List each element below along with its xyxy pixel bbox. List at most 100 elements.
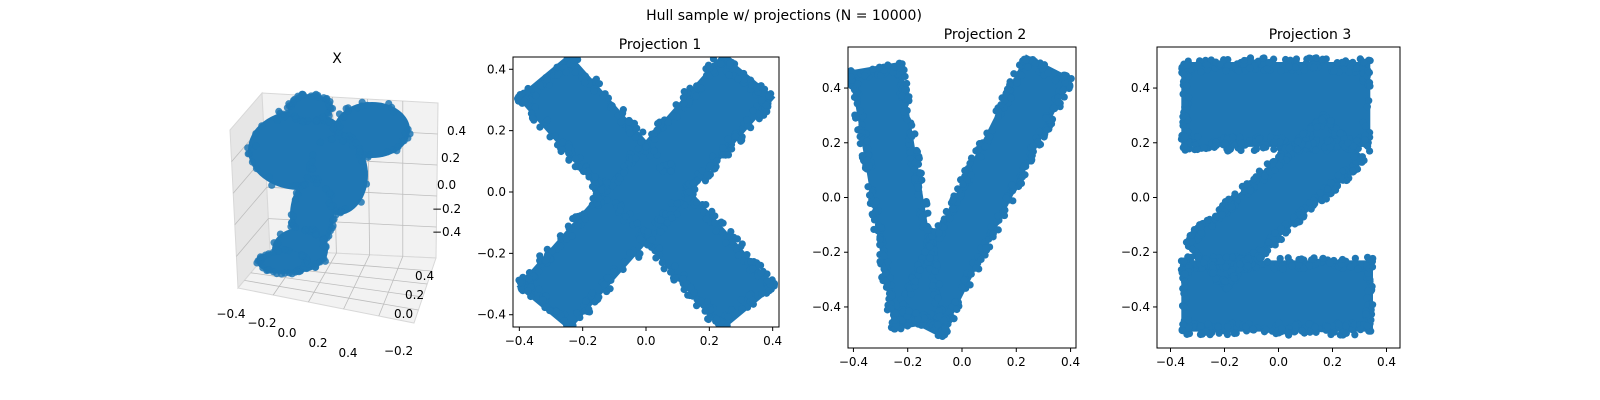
scatter-point — [1002, 194, 1010, 202]
scatter-point — [869, 65, 877, 73]
scatter-point — [1222, 263, 1230, 271]
panel-projection-3-title: Projection 3 — [1269, 27, 1352, 43]
scatter-point — [646, 152, 654, 160]
scatter-point — [256, 253, 265, 261]
scatter-point — [1277, 224, 1285, 233]
scatter-point — [551, 132, 560, 140]
scatter-point — [708, 152, 717, 160]
scatter-point — [891, 309, 900, 317]
scatter-point — [921, 248, 929, 256]
scatter-point — [860, 72, 869, 80]
scatter-point — [1221, 139, 1229, 147]
scatter-point — [1000, 211, 1009, 220]
scatter-point — [706, 64, 714, 72]
scatter-point — [636, 250, 644, 258]
scatter-point — [1282, 229, 1290, 237]
scatter-point — [573, 309, 581, 317]
scatter-point — [1305, 199, 1314, 207]
scatter-point — [273, 116, 282, 125]
scatter-point — [713, 315, 721, 323]
scatter-point — [763, 108, 771, 116]
scatter-point — [853, 100, 861, 108]
scatter-point — [679, 275, 687, 283]
scatter-point — [1234, 67, 1242, 75]
scatter-point — [360, 168, 368, 176]
scatter-point — [1179, 303, 1188, 311]
scatter-point — [1361, 122, 1370, 130]
y-tick-label: −0.4 — [812, 300, 841, 314]
scatter-point — [1263, 65, 1271, 73]
scatter-point — [949, 196, 957, 204]
scatter-point — [571, 68, 579, 76]
scatter-point — [252, 142, 260, 150]
scatter-point — [657, 228, 665, 236]
scatter-point — [579, 167, 588, 176]
scatter-point — [619, 265, 627, 274]
scatter-point — [706, 162, 714, 170]
scatter-point — [336, 122, 344, 131]
scatter-point — [667, 160, 675, 168]
scatter-point — [298, 252, 307, 260]
scatter-point — [571, 163, 579, 171]
scatter-point — [603, 178, 611, 187]
figure-suptitle: Hull sample w/ projections (N = 10000) — [646, 8, 922, 24]
scatter-point — [1365, 68, 1374, 77]
scatter-point — [1350, 153, 1358, 161]
scatter-point — [620, 169, 628, 177]
scatter-point — [697, 84, 706, 92]
scatter-point — [597, 186, 605, 194]
scatter-point — [865, 162, 873, 170]
scatter-point — [313, 179, 321, 187]
scatter-point — [1323, 137, 1332, 145]
scatter-point — [926, 254, 934, 262]
scatter-point — [1340, 65, 1348, 73]
scatter-point — [667, 199, 676, 207]
scatter-point — [901, 290, 909, 298]
scatter-point — [1262, 326, 1270, 334]
scatter-point — [610, 267, 618, 276]
scatter-point — [1225, 146, 1233, 155]
scatter-point — [1208, 222, 1216, 231]
scatter-point — [265, 266, 273, 274]
scatter-point — [608, 182, 617, 190]
scatter-point — [1318, 115, 1326, 124]
scatter-point — [890, 63, 898, 71]
scatter-point — [312, 227, 320, 235]
scatter-point — [358, 157, 366, 166]
scatter-point — [1285, 63, 1293, 71]
scatter-point — [328, 135, 336, 143]
scatter-point — [727, 305, 736, 314]
scatter-point — [1259, 144, 1267, 152]
scatter-point — [634, 144, 642, 153]
scatter-point — [663, 219, 672, 227]
scatter-point — [858, 152, 867, 160]
scatter-point — [1368, 257, 1377, 265]
scatter-point — [1363, 294, 1371, 302]
scatter-point — [1249, 325, 1257, 333]
x-tick-label: −0.4 — [1156, 355, 1185, 369]
scatter-point — [684, 194, 692, 203]
scatter-point — [1215, 329, 1223, 337]
scatter-point — [702, 215, 711, 223]
x-tick-label: −0.2 — [568, 334, 597, 348]
scatter-point — [644, 228, 652, 236]
scatter-point — [1179, 90, 1187, 98]
panel-projection-3: Projection 3 −0.4 −0.4 −0.2 −0.2 0.0 0.0 0.2 0.… — [1121, 27, 1401, 369]
scatter-point — [1294, 137, 1302, 146]
scatter-point — [940, 316, 948, 324]
scatter-point — [765, 92, 773, 100]
scatter-point — [977, 255, 985, 264]
scatter-point — [309, 151, 317, 159]
scatter-point — [934, 222, 942, 230]
scatter-point — [1290, 213, 1298, 221]
scatter-point — [1358, 153, 1366, 161]
scatter-point — [1181, 100, 1189, 108]
scatter-point — [1350, 320, 1359, 329]
scatter-point — [1354, 265, 1362, 273]
scatter-point — [548, 247, 556, 255]
scatter-point — [265, 173, 273, 181]
scatter-point — [1312, 146, 1320, 154]
scatter-point — [967, 154, 976, 162]
scatter-point — [600, 280, 608, 289]
scatter-point — [335, 132, 344, 140]
